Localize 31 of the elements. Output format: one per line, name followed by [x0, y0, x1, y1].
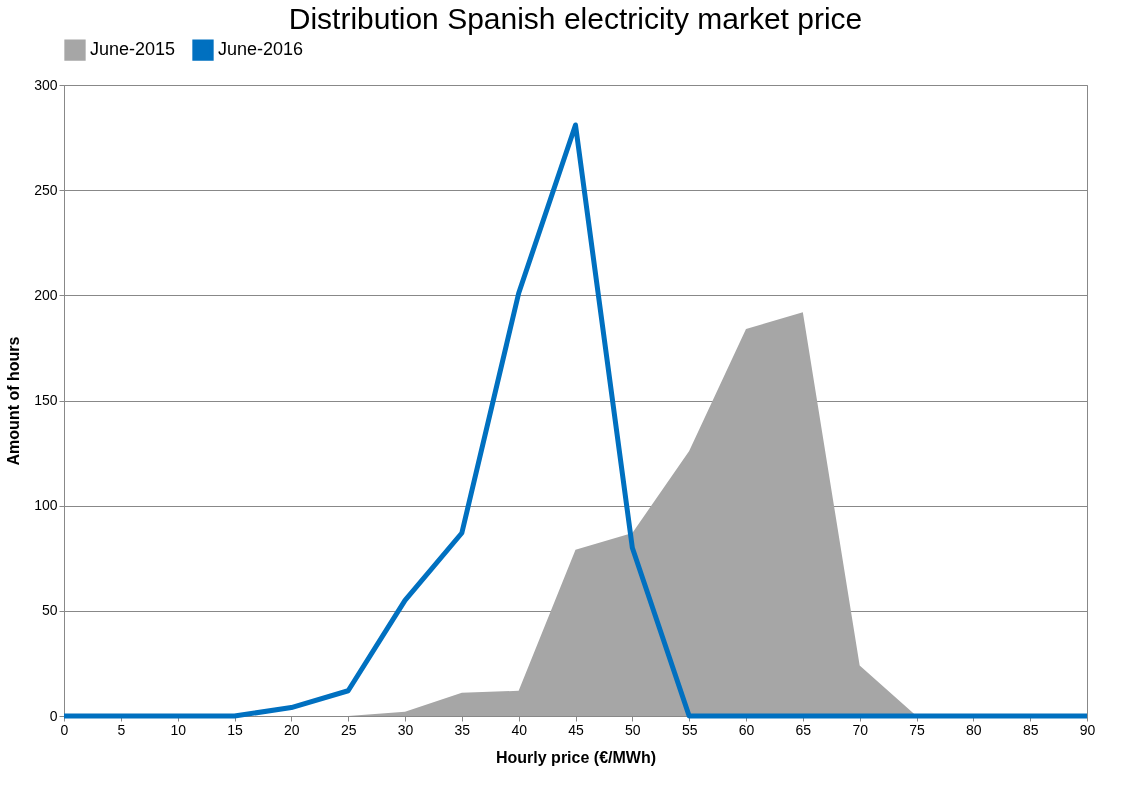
x-tick-label: 20	[284, 721, 300, 738]
x-tick-label: 90	[1079, 721, 1096, 738]
x-tick-label: 75	[909, 721, 925, 738]
y-axis-title: Amount of hours	[5, 336, 23, 466]
x-tick-label: 65	[795, 721, 812, 738]
x-tick-label: 5	[117, 721, 126, 738]
y-tick-label: 300	[34, 76, 58, 93]
legend-label: June-2015	[90, 39, 176, 60]
y-tick-label: 50	[41, 602, 58, 619]
y-tick-label: 200	[34, 286, 58, 303]
y-tick-label: 0	[49, 707, 58, 724]
x-tick-label: 10	[170, 721, 187, 738]
x-tick-label: 30	[397, 721, 414, 738]
x-axis-title: Hourly price (€/MWh)	[495, 748, 657, 766]
x-tick-label: 50	[625, 721, 641, 738]
x-tick-label: 25	[340, 721, 357, 738]
x-tick-label: 0	[60, 721, 69, 738]
x-tick-label: 45	[568, 721, 584, 738]
x-tick-label: 80	[966, 721, 982, 738]
x-tick-label: 35	[454, 721, 471, 738]
x-tick-label: 85	[1022, 721, 1039, 738]
y-tick-label: 250	[34, 181, 58, 198]
y-tick-label: 100	[34, 497, 58, 514]
x-tick-label: 15	[227, 721, 243, 738]
x-tick-label: 55	[681, 721, 698, 738]
x-tick-label: 40	[511, 721, 528, 738]
y-tick-label: 150	[34, 392, 58, 408]
x-tick-label: 70	[852, 721, 869, 738]
x-tick-label: 60	[738, 721, 755, 738]
legend-label: June-2016	[218, 39, 304, 60]
chart-title: Distribution Spanish electricity market price	[288, 2, 863, 35]
